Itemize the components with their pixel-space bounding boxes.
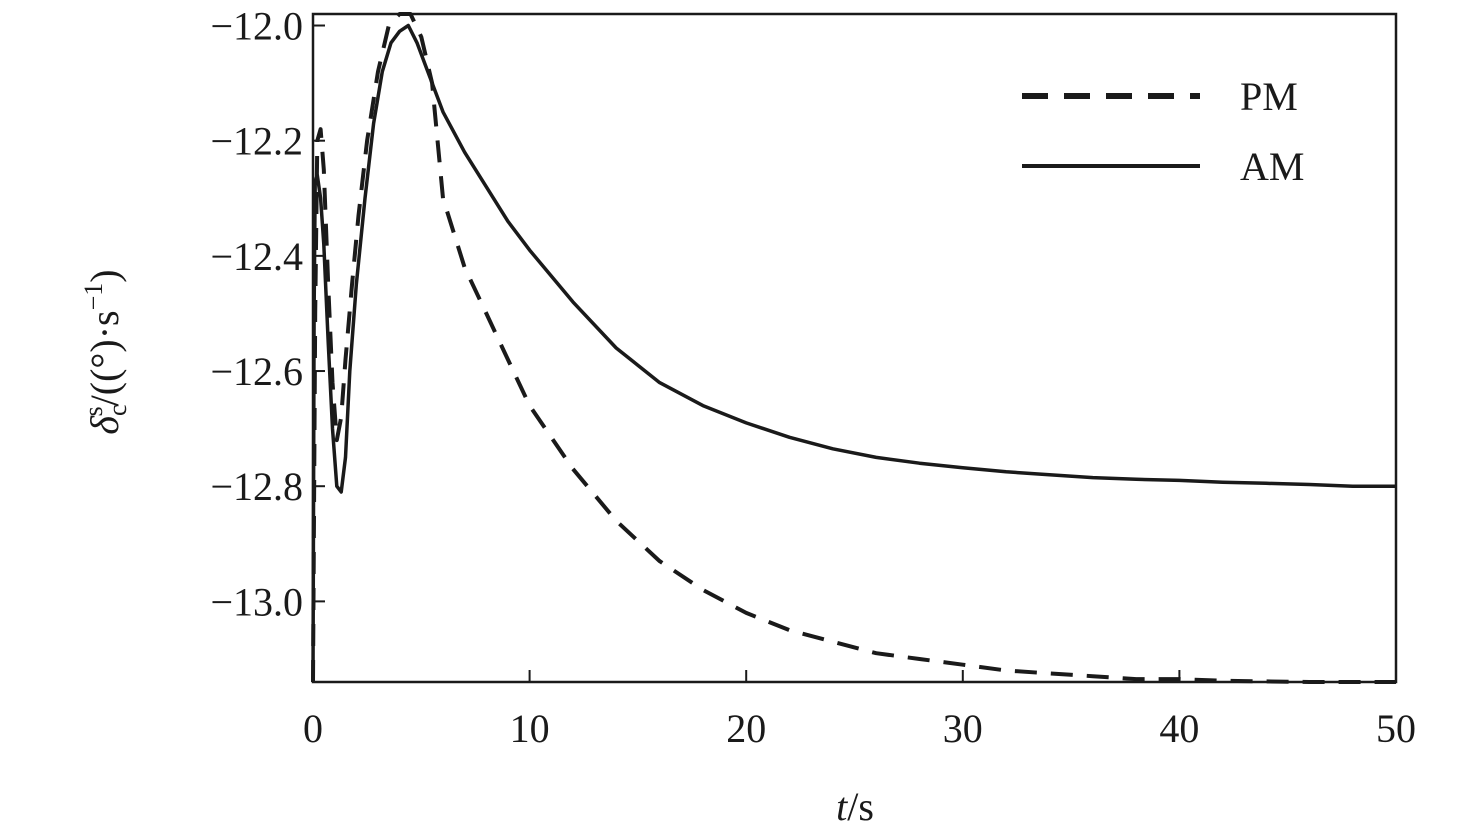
y-tick-label: −12.0	[210, 4, 303, 49]
x-axis-unit: /s	[847, 784, 874, 829]
plot-border	[311, 12, 1398, 684]
legend-label-am: AM	[1240, 144, 1304, 189]
y-tick-label: −12.4	[210, 234, 303, 279]
series-line-am	[311, 23, 1396, 683]
y-tick-label: −12.6	[210, 349, 303, 394]
legend-label-pm: PM	[1240, 74, 1298, 119]
x-axis-variable: t	[836, 784, 848, 829]
x-tick-label: 20	[726, 706, 766, 751]
y-axis-unit: /((°)·s	[82, 310, 127, 406]
y-tick-label: −12.2	[210, 119, 303, 164]
y-axis-label: δcs/((°)·s−1)	[79, 269, 132, 434]
x-axis-label: t/s	[836, 784, 874, 829]
y-tick-label: −13.0	[210, 579, 303, 624]
x-axis-ticks: 0 10 20 30 40 50	[303, 670, 1416, 751]
series-line-pm	[311, 12, 1396, 684]
y-axis-symbol: δ	[82, 415, 127, 435]
y-axis-symbol-sub: c	[103, 404, 132, 416]
series-layer	[311, 12, 1396, 684]
y-axis-ticks: −12.0 −12.2 −12.4 −12.6 −12.8 −13.0	[210, 4, 325, 624]
y-axis-unit-exponent: −1	[79, 283, 108, 311]
x-tick-label: 10	[510, 706, 550, 751]
x-tick-label: 0	[303, 706, 323, 751]
legend: PM AM	[1022, 74, 1304, 189]
y-axis-unit-close: )	[82, 269, 127, 282]
x-tick-label: 40	[1159, 706, 1199, 751]
plot-frame	[311, 12, 1398, 684]
y-tick-label: −12.8	[210, 464, 303, 509]
x-tick-label: 30	[943, 706, 983, 751]
y-axis-symbol-sup: s	[79, 406, 108, 416]
x-tick-label: 50	[1376, 706, 1416, 751]
